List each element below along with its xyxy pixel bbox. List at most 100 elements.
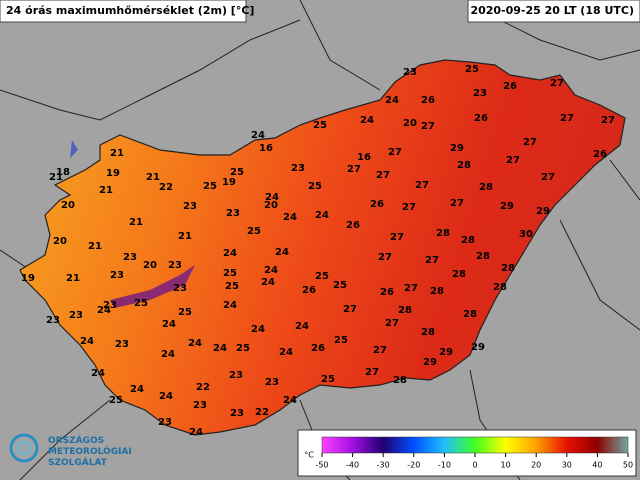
station-value: 20 xyxy=(403,118,417,129)
station-value: 25 xyxy=(236,343,250,354)
station-value: 24 xyxy=(283,212,297,223)
station-value: 20 xyxy=(53,236,67,247)
station-value: 23 xyxy=(403,67,417,78)
station-value: 24 xyxy=(295,321,309,332)
station-value: 29 xyxy=(536,206,550,217)
station-value: 26 xyxy=(311,343,325,354)
station-value: 19 xyxy=(222,177,236,188)
station-value: 21 xyxy=(110,148,124,159)
station-value: 24 xyxy=(189,427,203,438)
station-value: 28 xyxy=(421,327,435,338)
station-value: 27 xyxy=(601,115,615,126)
station-value: 27 xyxy=(425,255,439,266)
country xyxy=(19,59,626,436)
colorbar-tick-label: 0 xyxy=(472,461,477,470)
station-value: 28 xyxy=(476,251,490,262)
station-value: 27 xyxy=(541,172,555,183)
station-value: 25 xyxy=(178,307,192,318)
station-value: 28 xyxy=(457,160,471,171)
station-value: 28 xyxy=(479,182,493,193)
colorbar xyxy=(321,436,629,454)
station-value: 23 xyxy=(226,208,240,219)
station-value: 24 xyxy=(223,300,237,311)
station-value: 20 xyxy=(143,260,157,271)
station-value: 24 xyxy=(80,336,94,347)
station-value: 25 xyxy=(334,335,348,346)
station-value: 26 xyxy=(474,113,488,124)
station-value: 22 xyxy=(159,182,173,193)
station-value: 27 xyxy=(415,180,429,191)
station-value: 21 xyxy=(49,172,63,183)
station-value: 25 xyxy=(247,226,261,237)
station-value: 24 xyxy=(385,95,399,106)
station-value: 23 xyxy=(46,315,60,326)
station-value: 29 xyxy=(500,201,514,212)
station-value: 23 xyxy=(168,260,182,271)
station-value: 28 xyxy=(501,263,515,274)
station-value: 24 xyxy=(130,384,144,395)
lake-balaton xyxy=(110,265,195,308)
station-value: 22 xyxy=(196,382,210,393)
station-value: 23 xyxy=(473,88,487,99)
station-value: 25 xyxy=(203,181,217,192)
station-value: 24 xyxy=(223,248,237,259)
station-value: 28 xyxy=(461,235,475,246)
station-value: 25 xyxy=(465,64,479,75)
station-value: 25 xyxy=(223,268,237,279)
station-value: 28 xyxy=(452,269,466,280)
station-value: 29 xyxy=(450,143,464,154)
station-value: 23 xyxy=(229,370,243,381)
station-value: 23 xyxy=(291,163,305,174)
station-value: 23 xyxy=(110,270,124,281)
station-value: 27 xyxy=(402,202,416,213)
colorbar-tick-label: 20 xyxy=(531,461,541,470)
station-value: 21 xyxy=(178,231,192,242)
station-value: 26 xyxy=(503,81,517,92)
station-value: 24 xyxy=(279,347,293,358)
station-value: 23 xyxy=(69,310,83,321)
logo-text: SZOLGÁLAT xyxy=(48,456,108,468)
station-value: 27 xyxy=(523,137,537,148)
station-value: 27 xyxy=(506,155,520,166)
station-value: 27 xyxy=(385,318,399,329)
station-value: 28 xyxy=(430,286,444,297)
station-value: 24 xyxy=(275,247,289,258)
title: 24 órás maximumhőmérséklet (2m) [°C] xyxy=(6,4,254,17)
station-value: 23 xyxy=(173,283,187,294)
station-value: 24 xyxy=(161,349,175,360)
logo-text: ORSZÁGOS xyxy=(48,434,104,446)
station-value: 20 xyxy=(61,200,75,211)
station-value: 27 xyxy=(390,232,404,243)
station-value: 26 xyxy=(302,285,316,296)
logo-icon xyxy=(17,441,31,455)
station-value: 24 xyxy=(97,305,111,316)
station-value: 24 xyxy=(315,210,329,221)
station-value: 27 xyxy=(376,170,390,181)
station-value: 21 xyxy=(88,241,102,252)
station-value: 24 xyxy=(188,338,202,349)
station-value: 28 xyxy=(393,375,407,386)
station-value: 30 xyxy=(519,229,533,240)
station-value: 16 xyxy=(259,143,273,154)
station-value: 28 xyxy=(398,305,412,316)
station-value: 23 xyxy=(265,377,279,388)
station-value: 23 xyxy=(193,400,207,411)
station-value: 28 xyxy=(436,228,450,239)
station-value: 23 xyxy=(103,300,117,311)
station-value: 18 xyxy=(56,167,70,178)
station-value: 24 xyxy=(159,391,173,402)
station-value: 19 xyxy=(106,168,120,179)
station-value: 25 xyxy=(313,120,327,131)
station-value: 23 xyxy=(115,339,129,350)
colorbar-tick-label: 40 xyxy=(592,461,602,470)
station-value: 24 xyxy=(91,368,105,379)
lake-ferto xyxy=(70,140,78,158)
time-box xyxy=(467,0,640,23)
station-value: 26 xyxy=(346,220,360,231)
station-value: 25 xyxy=(134,298,148,309)
station-value: 19 xyxy=(21,273,35,284)
station-value: 16 xyxy=(357,152,371,163)
station-value: 24 xyxy=(251,130,265,141)
station-value: 24 xyxy=(265,192,279,203)
station-value: 27 xyxy=(404,283,418,294)
